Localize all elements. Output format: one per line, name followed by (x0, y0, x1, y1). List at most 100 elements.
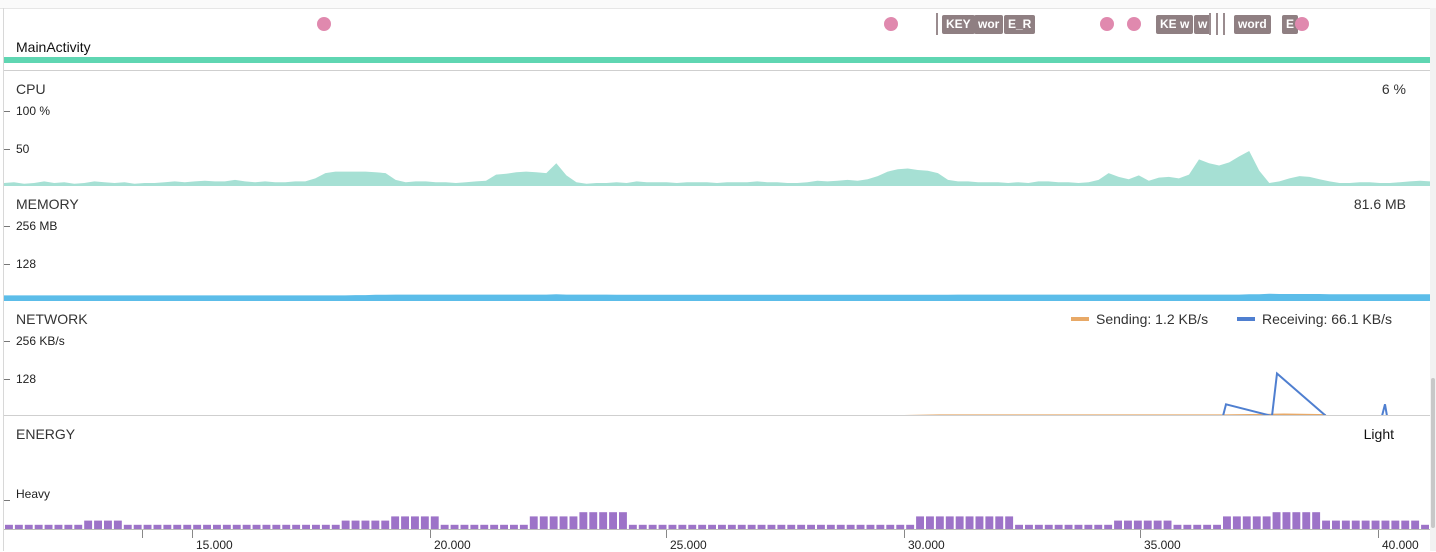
energy-bar (321, 524, 330, 529)
key-event-tag[interactable]: KE (1156, 15, 1181, 34)
energy-bar (153, 524, 162, 529)
energy-bar (916, 516, 924, 529)
energy-bar (1341, 520, 1350, 529)
energy-bar (906, 524, 915, 529)
energy-bar (381, 520, 390, 529)
energy-bar (1371, 520, 1380, 529)
memory-chart (4, 293, 1430, 301)
touch-event-dot[interactable] (1100, 17, 1114, 31)
energy-bar (193, 524, 202, 529)
energy-bar (826, 524, 835, 529)
memory-axis-tick (4, 264, 10, 265)
energy-bar (94, 520, 102, 529)
key-event-tag[interactable]: w (1194, 15, 1212, 34)
energy-bar (658, 524, 667, 529)
energy-bar (1005, 516, 1014, 529)
network-axis-mid: 128 (16, 372, 37, 386)
key-event-tag[interactable]: E_R (1004, 15, 1036, 34)
sending-label: Sending: 1.2 KB/s (1096, 311, 1209, 327)
time-axis[interactable]: 15.000 20.000 25.000 30.000 35.000 40.00… (4, 529, 1430, 552)
time-label: 40.000 (1382, 538, 1419, 552)
energy-bar (549, 516, 558, 529)
cpu-panel[interactable]: CPU 6 % 100 % 50 (4, 71, 1430, 186)
cpu-axis-max: 100 % (16, 104, 51, 118)
key-event-tag[interactable]: w (1176, 15, 1194, 34)
energy-bar (1312, 512, 1321, 529)
energy-bar (74, 524, 83, 529)
touch-event-dot[interactable] (1127, 17, 1141, 31)
memory-axis-max: 256 MB (16, 219, 58, 233)
energy-bar (1173, 524, 1182, 529)
energy-bar (1114, 520, 1122, 529)
event-marker (936, 13, 938, 35)
energy-bar (312, 524, 320, 529)
energy-bar (401, 516, 409, 529)
time-label: 15.000 (196, 538, 233, 552)
energy-bar (1054, 524, 1063, 529)
energy-bar (1401, 520, 1410, 529)
energy-bar (1421, 524, 1429, 529)
panel-divider (4, 415, 1430, 416)
key-event-tag[interactable]: KEY (942, 15, 975, 34)
energy-bar (341, 520, 350, 529)
energy-bar (490, 524, 499, 529)
energy-bar (123, 524, 132, 529)
memory-title: MEMORY (16, 196, 79, 212)
energy-bar (1104, 524, 1113, 529)
energy-bar (1213, 524, 1221, 529)
energy-bar (1143, 520, 1152, 529)
key-event-tag[interactable]: word (1234, 15, 1271, 34)
energy-bar (460, 524, 469, 529)
energy-bar (500, 524, 508, 529)
energy-bar (1183, 524, 1192, 529)
cpu-axis-tick (4, 111, 10, 112)
energy-bar (836, 524, 845, 529)
energy-bar (747, 524, 756, 529)
touch-event-dot[interactable] (317, 17, 331, 31)
network-chart (4, 371, 1388, 416)
receiving-legend: Receiving: 66.1 KB/s (1237, 311, 1392, 327)
time-label: 25.000 (670, 538, 707, 552)
activity-bar[interactable] (4, 57, 1430, 63)
energy-bar (519, 524, 528, 529)
energy-bar (856, 524, 865, 529)
energy-panel[interactable]: ENERGY Light Heavy (4, 416, 1430, 529)
energy-bar (876, 524, 885, 529)
energy-bar (1223, 516, 1231, 529)
energy-title: ENERGY (16, 426, 76, 442)
energy-bar (1133, 520, 1142, 529)
energy-bar (926, 516, 934, 529)
energy-bar (510, 524, 518, 529)
energy-bar (1381, 520, 1390, 529)
event-lane[interactable]: KEY wor E_R KE w w word E MainActivity (4, 9, 1430, 71)
energy-bar (1252, 516, 1261, 529)
cpu-axis-tick (4, 149, 10, 150)
touch-event-dot[interactable] (1295, 17, 1309, 31)
energy-bar (361, 520, 370, 529)
scrollbar-thumb[interactable] (1431, 378, 1435, 528)
time-label: 35.000 (1144, 538, 1181, 552)
touch-event-dot[interactable] (884, 17, 898, 31)
energy-bar (787, 524, 796, 529)
energy-bar (846, 524, 855, 529)
energy-bar (648, 524, 657, 529)
energy-bar (232, 524, 241, 529)
cpu-current-value: 6 % (1381, 81, 1406, 97)
memory-panel[interactable]: MEMORY 81.6 MB 256 MB 128 (4, 186, 1430, 301)
energy-bar (1332, 520, 1340, 529)
energy-bar (1074, 524, 1083, 529)
key-event-tag[interactable]: wor (974, 15, 1004, 34)
energy-bar (628, 524, 637, 529)
energy-bar (430, 516, 439, 529)
time-tick (904, 530, 905, 538)
event-marker (1209, 13, 1211, 35)
energy-bar (1242, 516, 1251, 529)
energy-bar (113, 520, 122, 529)
vertical-scrollbar[interactable] (1430, 8, 1436, 551)
energy-bar (965, 516, 974, 529)
energy-bar (609, 512, 617, 529)
key-event-tag[interactable]: E (1282, 15, 1299, 34)
network-panel[interactable]: NETWORK Sending: 1.2 KB/s Receiving: 66.… (4, 301, 1430, 416)
time-label: 20.000 (434, 538, 471, 552)
